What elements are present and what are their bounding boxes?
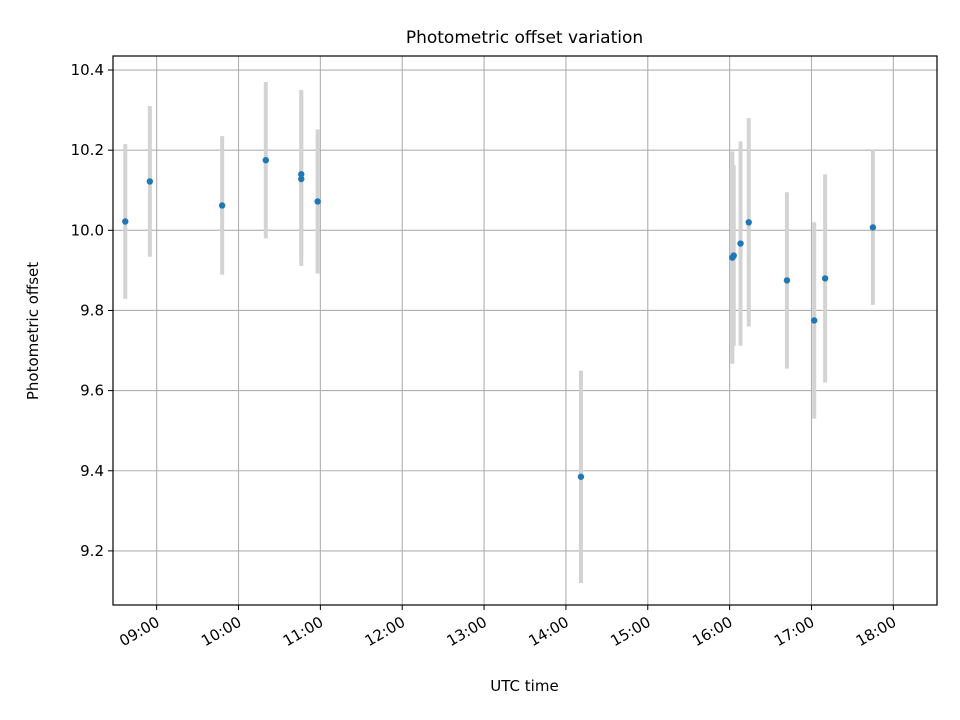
y-tick-label: 10.0 [71, 221, 104, 239]
data-point [578, 474, 584, 480]
x-axis-label: UTC time [490, 677, 558, 695]
data-point [147, 178, 153, 184]
chart-title: Photometric offset variation [406, 28, 643, 48]
data-point [811, 317, 817, 323]
y-tick-label: 9.6 [80, 382, 104, 400]
data-point [737, 240, 743, 246]
data-point [314, 198, 320, 204]
data-point [122, 218, 128, 224]
data-point [746, 219, 752, 225]
y-tick-label: 10.4 [71, 61, 104, 79]
data-point [298, 171, 304, 177]
data-point [731, 252, 737, 258]
y-axis-label: Photometric offset [24, 262, 42, 400]
data-point [219, 202, 225, 208]
data-point [263, 157, 269, 163]
data-point [822, 275, 828, 281]
data-point [870, 224, 876, 230]
y-tick-label: 9.2 [80, 542, 104, 560]
y-tick-label: 10.2 [71, 141, 104, 159]
data-point [784, 277, 790, 283]
y-tick-label: 9.4 [80, 462, 104, 480]
y-tick-label: 9.8 [80, 301, 104, 319]
